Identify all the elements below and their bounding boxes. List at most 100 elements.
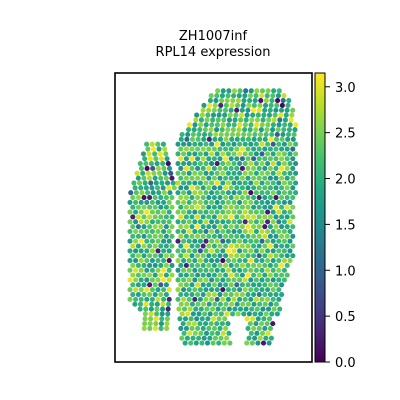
- spot: [231, 248, 237, 254]
- spot: [161, 248, 167, 254]
- spot: [183, 146, 189, 152]
- spot: [293, 190, 299, 196]
- spot: [245, 107, 251, 113]
- spot: [267, 253, 273, 259]
- spot: [203, 296, 209, 302]
- spot: [269, 311, 275, 317]
- spot: [245, 272, 251, 278]
- spot: [242, 267, 248, 273]
- spot: [150, 190, 156, 196]
- spot: [223, 233, 229, 239]
- spot: [169, 204, 175, 210]
- spot: [169, 233, 175, 239]
- spot: [242, 122, 248, 128]
- spot: [267, 194, 273, 201]
- spot: [202, 311, 208, 317]
- spot: [253, 93, 259, 99]
- spot: [199, 112, 205, 118]
- spot: [240, 301, 246, 307]
- spot: [183, 325, 189, 332]
- spot: [281, 190, 287, 196]
- spot: [186, 151, 192, 157]
- spot: [158, 156, 165, 162]
- spot: [178, 156, 184, 162]
- chart-title-line-1: ZH1007inf: [179, 29, 248, 44]
- spot: [259, 161, 265, 167]
- spot: [293, 161, 299, 167]
- spot: [225, 151, 231, 157]
- spot: [248, 180, 254, 186]
- spot: [183, 253, 189, 259]
- spot: [213, 311, 219, 317]
- spot: [206, 272, 212, 278]
- spot: [251, 214, 257, 220]
- spot: [268, 301, 274, 307]
- spot: [237, 199, 243, 205]
- spot: [245, 262, 251, 268]
- spot: [262, 107, 268, 113]
- spot: [178, 301, 184, 307]
- spot: [259, 248, 265, 254]
- spot: [208, 127, 214, 133]
- spot: [178, 194, 184, 201]
- spot: [271, 117, 277, 123]
- spot: [135, 243, 141, 249]
- spot: [270, 258, 276, 264]
- spot: [284, 185, 290, 191]
- spot: [127, 209, 133, 215]
- spot: [198, 117, 204, 123]
- spot: [192, 258, 198, 264]
- spot: [231, 219, 237, 225]
- spot: [281, 248, 287, 254]
- spot: [166, 267, 172, 273]
- spot: [273, 233, 279, 239]
- spot: [262, 282, 268, 288]
- spot: [270, 122, 276, 128]
- spot: [290, 156, 296, 162]
- spot: [262, 224, 268, 230]
- spot: [250, 107, 257, 113]
- spot: [169, 214, 175, 220]
- spot: [197, 170, 203, 176]
- spot: [181, 209, 187, 215]
- spot: [214, 219, 220, 225]
- spot: [149, 209, 155, 215]
- spot: [270, 248, 276, 254]
- spot: [134, 170, 140, 176]
- spot: [265, 141, 271, 147]
- spot: [133, 267, 139, 273]
- spot: [229, 301, 235, 307]
- spot: [220, 296, 226, 302]
- spot: [270, 180, 276, 186]
- spot: [189, 204, 195, 210]
- spot: [237, 277, 243, 283]
- spot: [143, 161, 149, 167]
- spot: [192, 219, 198, 225]
- spot: [257, 136, 263, 142]
- spot: [267, 146, 273, 152]
- spot: [279, 291, 285, 298]
- spot: [211, 156, 217, 162]
- spot: [141, 282, 147, 288]
- spot: [190, 311, 196, 317]
- spot: [179, 131, 185, 138]
- spot: [150, 146, 156, 152]
- spot: [189, 233, 195, 239]
- colorbar-tick-label: 1.5: [335, 218, 356, 233]
- spot: [281, 199, 287, 205]
- spot: [253, 151, 259, 157]
- spot: [231, 228, 237, 235]
- spot: [201, 136, 207, 142]
- spot: [224, 311, 230, 317]
- spot: [147, 194, 153, 201]
- spot: [234, 175, 240, 181]
- spot: [225, 190, 231, 196]
- spot: [161, 199, 167, 205]
- spot: [196, 311, 202, 317]
- spot: [201, 301, 207, 307]
- spot: [217, 272, 223, 278]
- spot: [156, 146, 162, 152]
- spot: [285, 131, 292, 138]
- spot: [147, 224, 153, 230]
- spot: [273, 262, 279, 268]
